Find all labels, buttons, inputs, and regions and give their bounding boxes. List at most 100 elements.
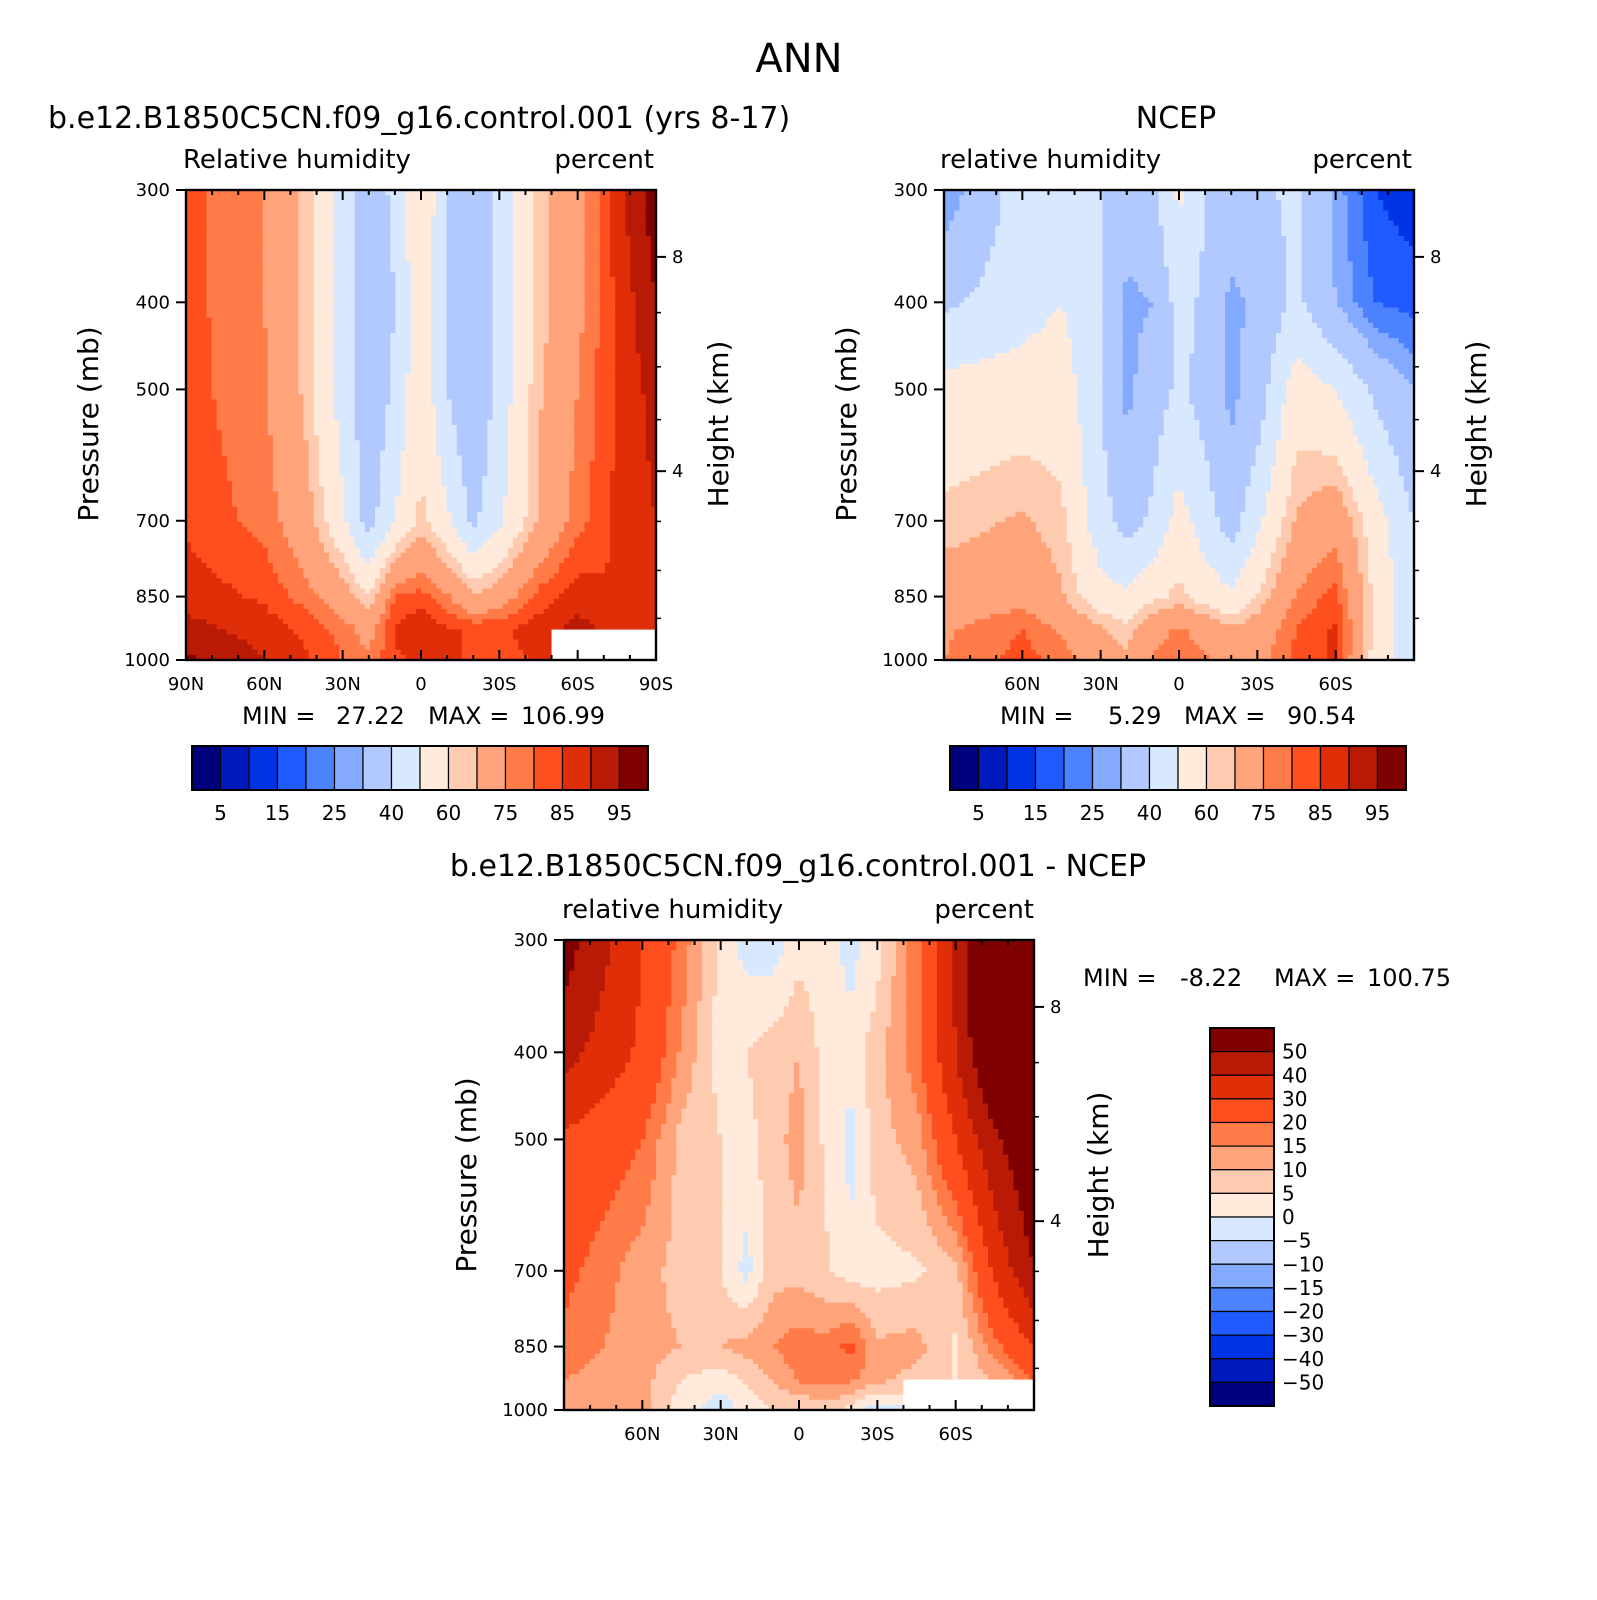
contour-cell: [466, 399, 473, 406]
contour-cell: [395, 348, 402, 355]
contour-cell: [201, 210, 208, 217]
contour-cell: [272, 430, 279, 436]
contour-cell: [359, 200, 366, 206]
contour-cell: [283, 389, 289, 395]
contour-cell: [405, 430, 412, 436]
contour-cell: [247, 210, 254, 217]
contour-cell: [339, 435, 345, 441]
contour-cell: [257, 430, 264, 436]
contour-cell: [375, 281, 381, 288]
contour-cell: [242, 419, 248, 426]
contour-cell: [518, 271, 524, 278]
contour-cell: [615, 241, 621, 247]
contour-cell: [564, 256, 570, 263]
contour-cell: [359, 419, 366, 426]
contour-cell: [186, 430, 192, 436]
contour-cell: [308, 389, 315, 395]
contour-cell: [594, 195, 601, 201]
contour-cell: [589, 419, 596, 426]
contour-cell: [196, 205, 202, 212]
contour-cell: [323, 343, 330, 349]
contour-cell: [482, 287, 489, 293]
contour-cell: [262, 220, 269, 227]
contour-cell: [564, 404, 570, 411]
contour-cell: [405, 333, 412, 339]
contour-cell: [620, 455, 626, 462]
contour-cell: [533, 394, 540, 401]
contour-cell: [487, 399, 494, 406]
contour-cell: [640, 281, 647, 288]
contour-cell: [252, 460, 259, 467]
contour-cell: [221, 312, 228, 319]
contour-cell: [237, 343, 243, 349]
contour-cell: [323, 256, 330, 263]
contour-cell: [533, 373, 540, 380]
contour-cell: [226, 373, 233, 380]
contour-cell: [487, 256, 494, 263]
contour-cell: [375, 215, 381, 222]
contour-cell: [334, 276, 340, 283]
contour-cell: [267, 246, 274, 252]
contour-cell: [487, 225, 494, 232]
contour-cell: [247, 230, 254, 237]
contour-cell: [247, 251, 254, 258]
contour-cell: [466, 389, 473, 395]
contour-cell: [385, 230, 391, 237]
contour-cell: [436, 358, 443, 365]
contour-cell: [594, 419, 601, 426]
contour-cell: [221, 414, 228, 421]
contour-cell: [589, 317, 596, 324]
contour-cell: [262, 409, 269, 416]
contour-cell: [313, 322, 320, 329]
contour-cell: [344, 338, 351, 344]
contour-cell: [293, 440, 299, 447]
contour-cell: [252, 205, 259, 212]
contour-cell: [231, 440, 238, 447]
contour-cell: [196, 435, 202, 441]
contour-cell: [298, 338, 305, 344]
contour-cell: [221, 190, 228, 196]
contour-cell: [441, 394, 448, 401]
contour-cell: [237, 312, 243, 319]
contour-cell: [635, 333, 642, 339]
contour-cell: [461, 205, 468, 212]
contour-cell: [564, 373, 570, 380]
contour-cell: [288, 230, 294, 237]
contour-cell: [512, 261, 519, 268]
contour-cell: [650, 271, 657, 278]
contour-cell: [277, 200, 284, 206]
contour-cell: [318, 322, 325, 329]
contour-cell: [247, 450, 254, 457]
contour-cell: [574, 246, 580, 252]
contour-cell: [375, 353, 381, 360]
contour-cell: [293, 430, 299, 436]
contour-cell: [569, 435, 575, 441]
contour-cell: [298, 230, 305, 237]
contour-cell: [451, 205, 458, 212]
contour-cell: [283, 266, 289, 273]
contour-cell: [477, 251, 483, 258]
contour-cell: [196, 389, 202, 395]
contour-cell: [400, 241, 407, 247]
contour-cell: [354, 292, 361, 298]
contour-cell: [564, 210, 570, 217]
contour-cell: [589, 307, 596, 314]
contour-cell: [482, 307, 489, 314]
contour-cell: [461, 210, 468, 217]
contour-cell: [426, 200, 432, 206]
contour-cell: [456, 445, 463, 452]
contour-cell: [436, 368, 443, 375]
contour-cell: [625, 445, 632, 452]
contour-cell: [543, 425, 550, 431]
contour-cell: [553, 338, 560, 344]
contour-cell: [293, 394, 299, 401]
contour-cell: [579, 205, 586, 212]
contour-cell: [318, 440, 325, 447]
contour-cell: [426, 368, 432, 375]
contour-cell: [421, 205, 427, 212]
contour-cell: [502, 358, 509, 365]
contour-cell: [252, 322, 259, 329]
contour-cell: [645, 333, 652, 339]
contour-cell: [518, 307, 524, 314]
contour-cell: [518, 363, 524, 370]
